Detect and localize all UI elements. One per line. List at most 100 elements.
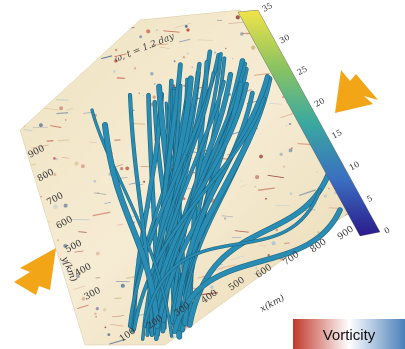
- vorticity-speck: [289, 192, 293, 195]
- vorticity-speck: [53, 157, 56, 160]
- vortex-tubes: [90, 49, 343, 341]
- vorticity-streak: [24, 195, 43, 201]
- vorticity-speck: [139, 35, 143, 39]
- vorticity-legend-label: Vorticity: [323, 327, 376, 344]
- vorticity-streak: [31, 144, 49, 149]
- vorticity-streak: [248, 329, 265, 333]
- vorticity-streak: [221, 324, 238, 329]
- vorticity-streak: [116, 77, 125, 80]
- vorticity-streak: [77, 304, 89, 310]
- vorticity-streak: [218, 264, 236, 270]
- vorticity-speck: [240, 179, 243, 182]
- vorticity-streak: [133, 122, 146, 125]
- vorticity-speck: [346, 129, 349, 132]
- colorbar-tick-label: 15: [330, 128, 343, 141]
- vorticity-speck: [44, 48, 46, 51]
- vorticity-speck: [279, 152, 283, 156]
- vorticity-speck: [182, 197, 186, 200]
- vorticity-streak: [56, 294, 67, 296]
- vorticity-speck: [20, 121, 21, 126]
- vorticity-streak: [178, 38, 191, 43]
- vorticity-speck: [21, 123, 26, 127]
- vorticity-speck: [216, 334, 220, 338]
- vorticity-streak: [200, 291, 218, 296]
- vorticity-speck: [283, 305, 287, 308]
- vorticity-speck: [62, 262, 65, 265]
- vorticity-streak: [343, 50, 355, 53]
- vorticity-streak: [61, 10, 74, 13]
- vorticity-streak: [228, 21, 247, 24]
- vorticity-speck: [16, 265, 18, 267]
- vorticity-speck: [291, 51, 295, 55]
- vorticity-streak: [284, 242, 290, 245]
- vorticity-streak: [58, 317, 67, 320]
- vorticity-speck: [116, 347, 118, 349]
- vorticity-streak: [234, 230, 249, 233]
- vorticity-speck: [120, 167, 124, 171]
- colorbar-tick-label: 20: [313, 96, 326, 109]
- vorticity-speck: [33, 75, 36, 78]
- vorticity-speck: [265, 197, 267, 200]
- vorticity-streak: [43, 309, 61, 316]
- vorticity-streak: [126, 276, 135, 279]
- vorticity-speck: [327, 262, 331, 266]
- vorticity-speck: [76, 274, 80, 279]
- vorticity-streak: [35, 305, 53, 309]
- vorticity-speck: [81, 164, 85, 169]
- vorticity-streak: [269, 103, 282, 105]
- vorticity-streak: [163, 30, 180, 33]
- vorticity-streak: [89, 141, 97, 144]
- vorticity-streak: [83, 111, 92, 114]
- vortex-tube: [90, 108, 173, 338]
- vorticity-streak: [70, 11, 82, 14]
- vorticity-speck: [356, 46, 358, 48]
- vorticity-speck: [328, 187, 330, 190]
- vorticity-speck: [150, 72, 154, 76]
- vorticity-streak: [92, 211, 111, 217]
- vorticity-legend-gradient: [293, 319, 405, 349]
- vorticity-streak: [36, 44, 43, 47]
- vorticity-speck: [69, 58, 71, 60]
- vorticity-speck: [81, 43, 85, 47]
- vorticity-speck: [50, 315, 55, 320]
- vorticity-speck: [318, 108, 322, 113]
- vorticity-speck: [275, 228, 279, 232]
- vorticity-speck: [14, 290, 18, 294]
- vorticity-speck: [288, 122, 292, 126]
- vorticity-streak: [186, 187, 192, 190]
- vorticity-speck: [59, 106, 63, 111]
- vorticity-streak: [101, 55, 113, 60]
- vorticity-speck: [353, 148, 355, 152]
- vorticity-speck: [282, 165, 286, 168]
- vorticity-speck: [235, 15, 240, 20]
- vorticity-speck: [201, 335, 206, 340]
- vorticity-speck: [67, 270, 69, 272]
- vorticity-speck: [271, 241, 276, 246]
- vorticity-streak: [73, 285, 86, 290]
- vorticity-speck: [114, 48, 118, 52]
- vorticity-speck: [44, 175, 47, 178]
- left-arrow-icon: [14, 248, 56, 295]
- vorticity-speck: [43, 61, 48, 66]
- vorticity-streak: [49, 125, 62, 128]
- vorticity-streak: [221, 215, 234, 218]
- vorticity-speck: [56, 11, 60, 15]
- vorticity-streak: [117, 223, 124, 226]
- vorticity-streak: [21, 30, 29, 34]
- vorticity-streak: [294, 262, 309, 264]
- vorticity-speck: [24, 82, 28, 86]
- vorticity-speck: [20, 90, 21, 93]
- vorticity-streak: [56, 112, 69, 115]
- vorticity-speck: [183, 84, 186, 87]
- vorticity-speck: [224, 217, 227, 220]
- vorticity-speck: [282, 96, 284, 98]
- vorticity-speck: [186, 52, 190, 55]
- vorticity-streak: [353, 298, 355, 302]
- vortex-tube: [132, 97, 266, 331]
- vorticity-speck: [333, 23, 337, 27]
- vorticity-speck: [259, 154, 263, 159]
- vorticity-speck: [297, 23, 302, 28]
- vorticity-speck: [255, 175, 260, 180]
- vorticity-streak: [258, 244, 267, 247]
- vorticity-speck: [107, 333, 111, 336]
